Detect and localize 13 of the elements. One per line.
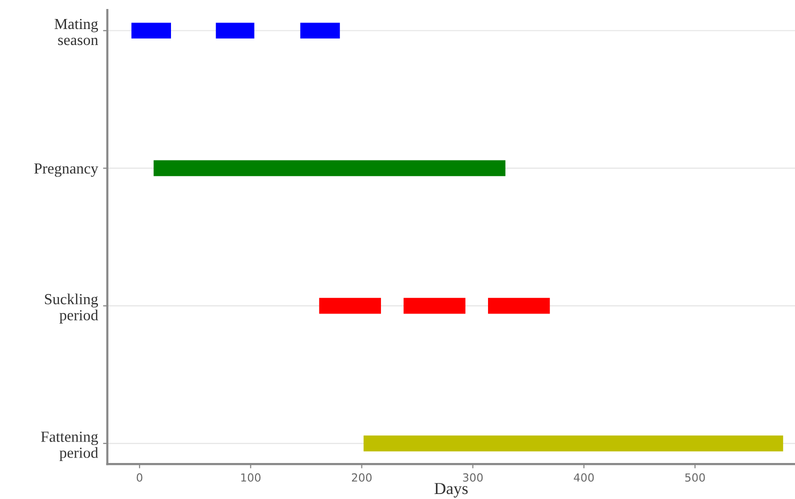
bar <box>364 436 784 452</box>
y-tick-label: Fattening period <box>41 432 98 462</box>
x-axis-title: Days <box>434 483 468 498</box>
x-tick-label: 100 <box>241 473 261 482</box>
x-tick-label: 200 <box>352 473 372 482</box>
x-tick-label: 400 <box>574 473 594 482</box>
y-tick-label: Mating season <box>54 18 98 46</box>
x-tick-label: 300 <box>463 473 483 482</box>
y-tick-label: Suckling period <box>44 294 98 324</box>
x-tick-label: 0 <box>136 473 142 482</box>
bar <box>154 160 506 176</box>
y-tick-label: Pregnancy <box>34 164 98 177</box>
x-tick-label: 500 <box>685 473 705 482</box>
